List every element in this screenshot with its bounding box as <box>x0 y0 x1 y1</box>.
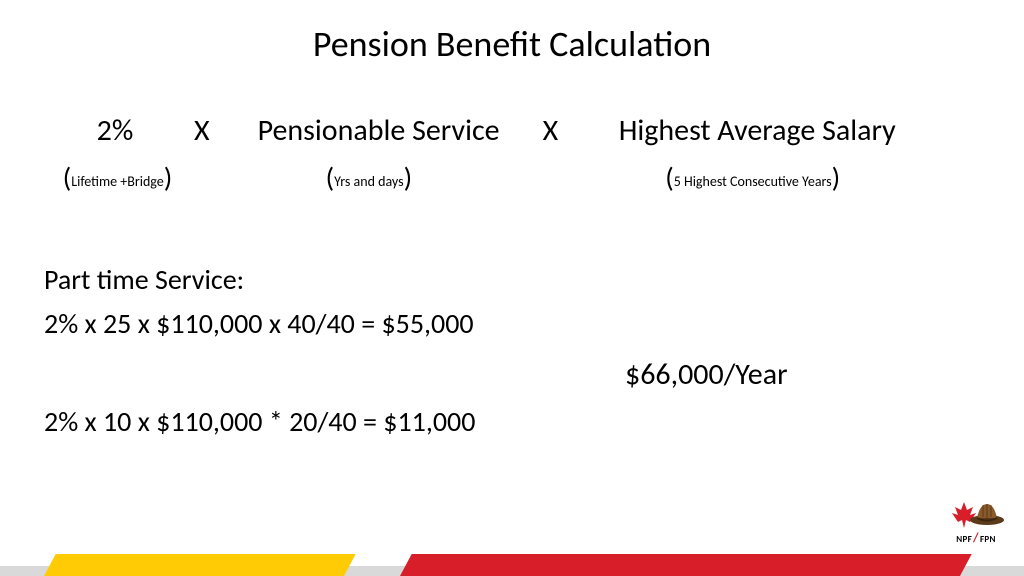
sub-lifetime: (Lifetime +Bridge) <box>30 160 205 195</box>
formula-op-2: X <box>530 112 570 149</box>
formula-op-1: X <box>177 112 227 149</box>
calc-line-2: 2% x 10 x $110,000 * 20/40 = $11,000 <box>44 404 475 439</box>
formula-row: 2% X Pensionable Service X Highest Avera… <box>60 112 980 149</box>
logo-slash: / <box>972 531 980 546</box>
calc-total: $66,000/Year <box>625 356 788 393</box>
org-logo: NPF/FPN <box>946 498 1006 546</box>
slide-title: Pension Benefit Calculation <box>0 22 1024 66</box>
formula-rate: 2% <box>60 112 170 149</box>
formula-term-salary: Highest Average Salary <box>577 112 937 149</box>
formula-term-service: Pensionable Service <box>234 112 524 149</box>
sub-highest: (5 Highest Consecutive Years) <box>533 160 973 195</box>
footer-bars <box>0 548 1024 576</box>
logo-text: NPF/FPN <box>946 531 1006 546</box>
logo-left: NPF <box>956 534 972 545</box>
logo-right: FPN <box>980 534 996 545</box>
sub-yrs: (Yrs and days) <box>211 160 526 195</box>
formula-subrow: (Lifetime +Bridge) (Yrs and days) (5 Hig… <box>30 160 1000 195</box>
calc-line-1: 2% x 25 x $110,000 x 40/40 = $55,000 <box>44 306 474 341</box>
part-time-header: Part time Service: <box>44 262 244 297</box>
slide: Pension Benefit Calculation 2% X Pension… <box>0 0 1024 576</box>
footer-bar-yellow <box>44 554 356 576</box>
footer-bar-red <box>400 554 972 576</box>
